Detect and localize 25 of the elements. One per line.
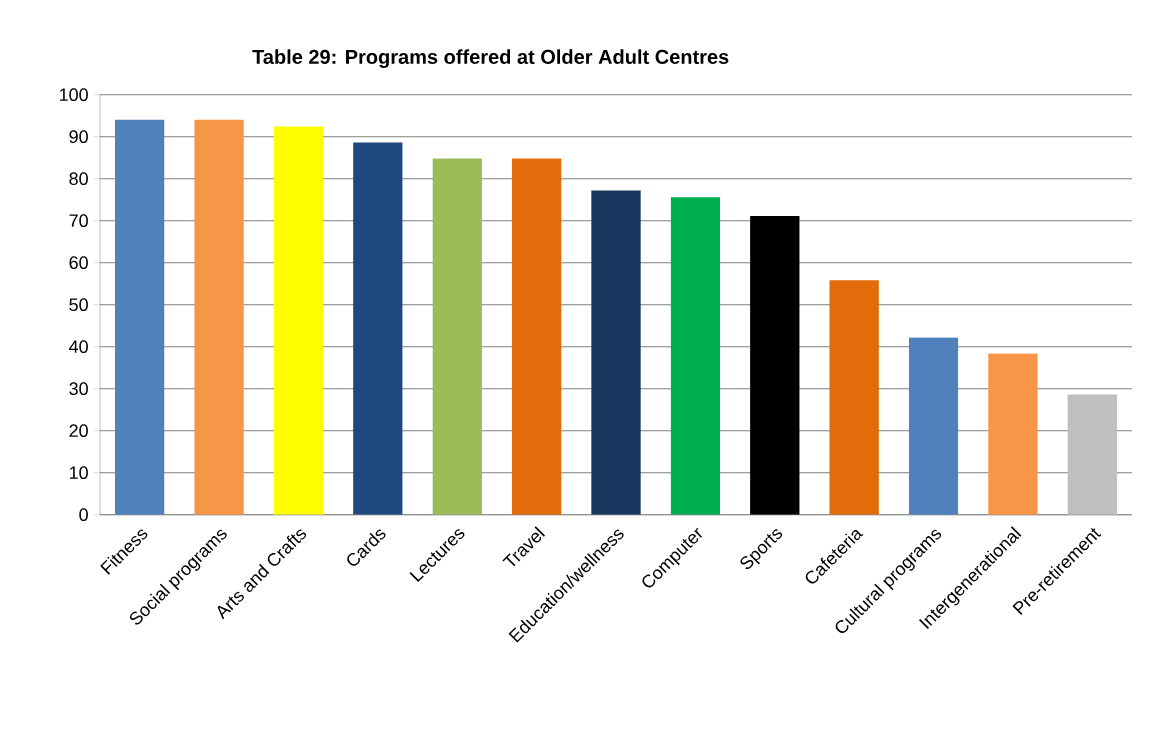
y-tick-label: 90 — [69, 130, 88, 144]
y-tick-label: 0 — [79, 508, 88, 522]
y-tick-label: 100 — [59, 88, 88, 102]
bar — [988, 353, 1038, 515]
y-tick-label: 70 — [69, 214, 88, 228]
bar — [115, 119, 165, 515]
y-tick-label: 60 — [69, 256, 88, 270]
bar — [1067, 394, 1117, 515]
chart-title: Table 29: Programs offered at Older Adult Centres — [252, 49, 729, 69]
bar — [194, 119, 244, 515]
y-tick-label: 30 — [69, 382, 88, 396]
y-tick-label: 20 — [69, 424, 88, 438]
bar — [670, 197, 721, 515]
bar — [750, 216, 800, 515]
bar — [591, 190, 641, 515]
bar — [829, 280, 879, 515]
y-tick-label: 10 — [69, 466, 88, 480]
y-tick-label: 40 — [69, 340, 88, 354]
bar — [432, 158, 482, 515]
bar — [908, 337, 959, 515]
bar — [511, 158, 562, 515]
bar — [273, 126, 324, 515]
y-tick-label: 80 — [69, 172, 88, 186]
y-tick-label: 50 — [69, 298, 88, 312]
bar — [353, 142, 403, 515]
